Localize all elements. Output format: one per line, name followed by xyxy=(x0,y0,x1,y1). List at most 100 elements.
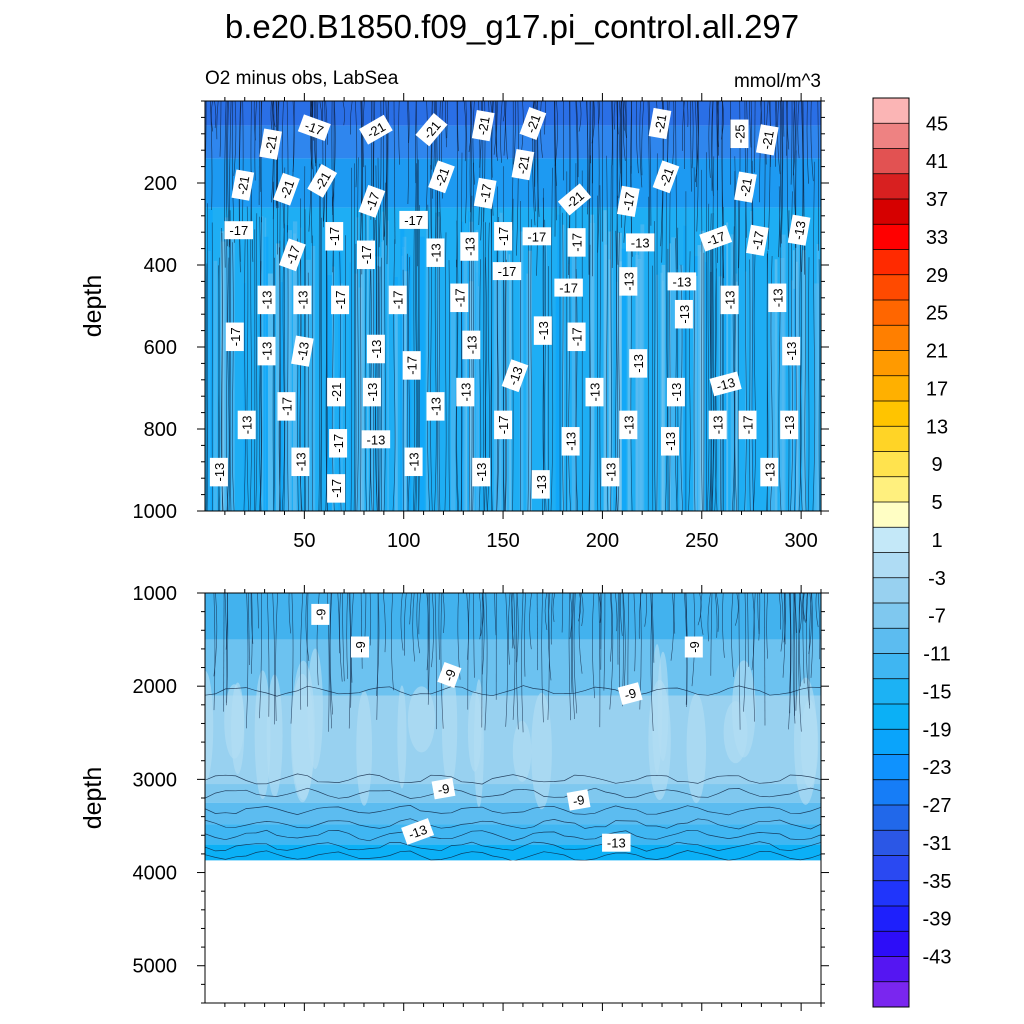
colorbar-label: -39 xyxy=(923,909,952,931)
upper-contour-line xyxy=(599,185,602,511)
contour-label-text: -13 xyxy=(631,235,650,250)
contour-label: -13 xyxy=(674,299,693,329)
contour-label: -21 xyxy=(648,107,672,140)
upper-streak xyxy=(292,221,298,511)
lower-contour-line xyxy=(794,593,798,633)
lower-contour-line xyxy=(438,593,440,660)
colorbar-swatch xyxy=(873,577,909,604)
upper-contour-line xyxy=(430,165,433,511)
lower-contour-line xyxy=(205,787,821,799)
upper-contour-line xyxy=(342,101,345,126)
upper-contour-line xyxy=(591,101,594,277)
upper-contour-line xyxy=(432,101,435,199)
lower-contour-line xyxy=(348,593,351,729)
contour-label-box xyxy=(787,214,811,246)
colorbar-swatch xyxy=(873,325,909,351)
contour-label: -13 xyxy=(456,377,475,407)
upper-streak xyxy=(387,220,389,511)
upper-contour-line xyxy=(406,253,409,511)
colorbar-label: -27 xyxy=(923,795,952,817)
upper-streak xyxy=(745,271,747,511)
lower-contour-line xyxy=(788,593,791,694)
lower-contour-line xyxy=(572,593,575,720)
contour-label: -21 xyxy=(273,172,300,206)
contour-label-text: -17 xyxy=(570,233,585,252)
lower-plume xyxy=(407,686,436,753)
contour-label-text: -17 xyxy=(452,288,467,307)
contour-label-box xyxy=(708,410,727,440)
upper-streak xyxy=(774,259,778,511)
upper-contour-line xyxy=(229,210,232,511)
upper-streak xyxy=(220,241,226,511)
contour-label: -13 xyxy=(426,238,445,267)
contour-label: -17 xyxy=(277,392,296,421)
contour-label-box xyxy=(661,427,679,456)
lower-contour-line xyxy=(815,593,819,628)
contour-label-box xyxy=(494,410,513,440)
upper-y-tick-label: 600 xyxy=(144,337,177,359)
colorbar-swatch xyxy=(873,502,909,528)
colorbar-label: 21 xyxy=(926,341,948,363)
upper-contour-line xyxy=(292,101,295,172)
upper-contour-line xyxy=(353,163,356,511)
contour-label-box xyxy=(561,427,580,456)
colorbar-swatch xyxy=(873,476,909,503)
upper-streak xyxy=(477,286,480,511)
upper-x-tick-label: 150 xyxy=(486,530,519,552)
upper-contour-line xyxy=(281,101,285,229)
upper-contour-line xyxy=(457,101,459,152)
upper-contour-line xyxy=(286,101,289,233)
upper-contour-line xyxy=(817,101,819,251)
contour-label-box xyxy=(602,833,631,852)
colorbar-swatch xyxy=(873,981,909,1008)
upper-streak xyxy=(213,260,218,511)
contour-label-box xyxy=(399,210,428,229)
contour-label-text: -17 xyxy=(391,291,406,310)
lower-nodata-area xyxy=(205,860,821,1003)
upper-contour-line xyxy=(224,101,227,268)
upper-contour-line xyxy=(408,101,410,144)
lower-contour-line xyxy=(700,593,704,635)
contour-label-box xyxy=(273,172,300,206)
contour-label: -17 xyxy=(357,240,375,270)
upper-contour-line xyxy=(259,216,262,511)
colorbar-label: -15 xyxy=(923,681,952,703)
contour-label-box xyxy=(494,222,513,251)
upper-contour-line xyxy=(623,101,627,243)
contour-label-box xyxy=(311,603,330,625)
upper-contour-line xyxy=(323,101,326,228)
lower-panel: -9 -9 -9 -9 -9 -9 -9 -13 -13 1000 2000 3000 4000 5000 xyxy=(133,583,829,1011)
colorbar-swatch xyxy=(873,830,909,856)
contour-label-text: -13 xyxy=(294,341,312,362)
contour-label: -13 xyxy=(237,410,256,440)
contour-label-text: -13 xyxy=(429,397,444,416)
contour-label: -13 xyxy=(619,267,638,296)
contour-label-text: -13 xyxy=(677,305,692,324)
contour-label-box xyxy=(472,457,491,487)
upper-contour-line xyxy=(463,101,467,162)
contour-label-text: -17 xyxy=(359,245,374,264)
contour-label-text: -13 xyxy=(407,452,422,471)
lower-contour-line xyxy=(697,593,702,626)
upper-contour-line xyxy=(529,219,533,511)
contour-label-text: -13 xyxy=(429,243,444,262)
contour-label: -17 xyxy=(358,184,386,218)
lower-contour-line xyxy=(544,593,548,630)
contour-label: -21 xyxy=(259,128,282,160)
contour-label: -13 xyxy=(602,833,631,852)
contour-label-text: -9 xyxy=(572,792,586,809)
upper-contour-line xyxy=(206,203,209,511)
lower-contour-line xyxy=(409,593,412,625)
colorbar-swatch xyxy=(873,880,909,907)
upper-contour-line xyxy=(578,101,582,132)
contour-label-box xyxy=(351,636,369,658)
contour-label: -17 xyxy=(327,474,346,503)
lower-contour-line xyxy=(205,841,821,852)
contour-label: -13 xyxy=(531,470,550,499)
colorbar-swatch xyxy=(873,249,909,276)
contour-label-box xyxy=(492,262,522,281)
contour-label-box xyxy=(426,392,445,421)
lower-contour-line xyxy=(521,593,524,733)
upper-contour-line xyxy=(675,101,678,270)
